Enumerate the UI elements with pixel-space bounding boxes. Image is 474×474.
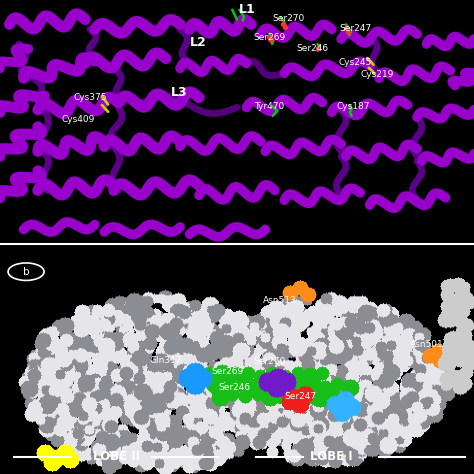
Text: Cys219: Cys219: [360, 70, 393, 79]
Text: Ser247: Ser247: [284, 392, 317, 401]
Text: Cys375: Cys375: [73, 93, 107, 102]
Text: Ser269: Ser269: [254, 33, 286, 42]
Text: Ser246: Ser246: [218, 383, 250, 392]
Text: Ser269: Ser269: [211, 367, 243, 376]
Text: Ser247: Ser247: [339, 24, 371, 33]
Text: Cys187: Cys187: [337, 102, 370, 111]
Text: b: b: [23, 267, 29, 277]
Text: Cys245: Cys245: [339, 58, 372, 67]
Text: Cys409: Cys409: [62, 115, 95, 124]
Text: L2: L2: [190, 36, 206, 49]
Text: Ser270: Ser270: [273, 14, 305, 23]
Text: L3: L3: [171, 86, 187, 99]
Text: L1: L1: [239, 3, 256, 16]
Text: Ser270: Ser270: [254, 357, 286, 366]
Text: Ser246: Ser246: [296, 45, 328, 53]
Text: Asn513: Asn513: [263, 296, 297, 305]
Text: Asn501: Asn501: [410, 339, 444, 348]
Text: LOBE I: LOBE I: [310, 450, 353, 463]
Text: Gln312: Gln312: [149, 356, 182, 365]
Text: Tyr470: Tyr470: [254, 102, 284, 111]
Text: LOBE II: LOBE II: [92, 450, 140, 463]
